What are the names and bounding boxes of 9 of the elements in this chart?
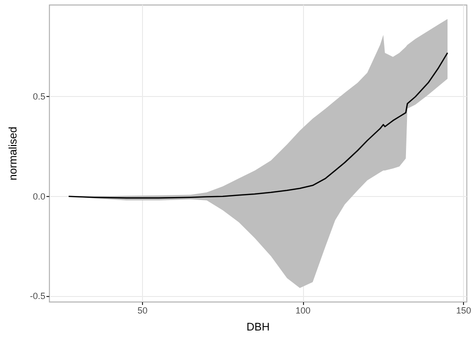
x-tick-label: 150 <box>456 306 472 316</box>
line-series <box>68 52 448 199</box>
y-tick-label: 0.5 <box>32 92 46 102</box>
y-axis-title: normalised <box>8 126 20 180</box>
y-tick-label: -0.5 <box>30 291 46 302</box>
y-tick-label: 0.0 <box>32 191 46 202</box>
x-tick-label: 100 <box>296 306 311 316</box>
x-axis-title: DBH <box>246 322 270 334</box>
x-tick-label: 50 <box>138 306 148 316</box>
